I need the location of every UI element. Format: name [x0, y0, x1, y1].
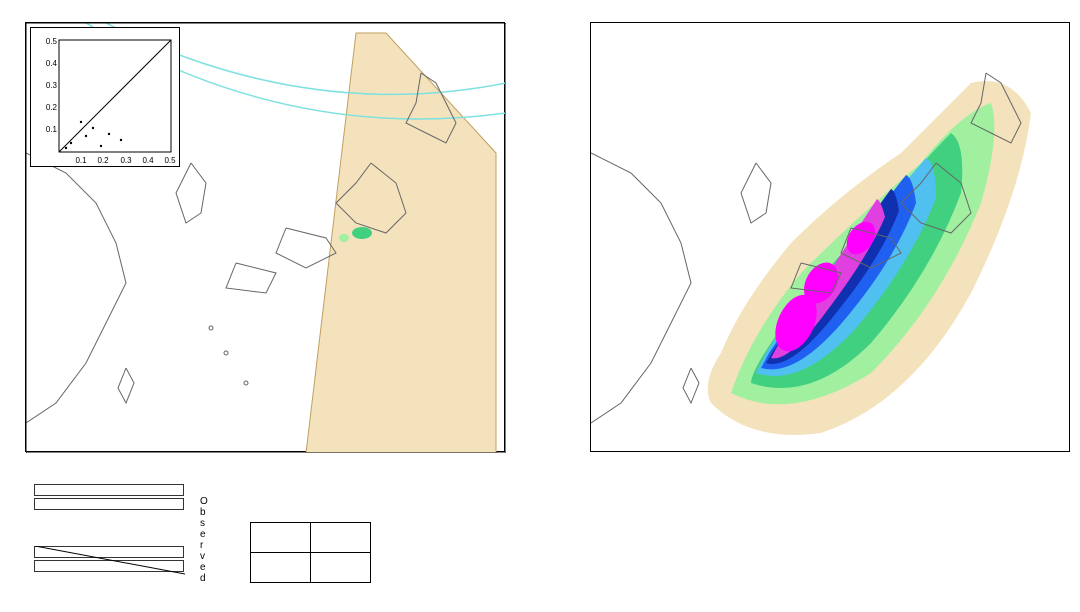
inset-scatter: 0.1 0.2 0.3 0.4 0.5 0.1 0.2 0.3 0.4 0.5 — [30, 27, 180, 167]
contingency-table — [220, 492, 371, 583]
fraction-total-bars — [12, 546, 184, 574]
svg-text:0.5: 0.5 — [46, 37, 58, 46]
svg-text:0.4: 0.4 — [142, 156, 154, 165]
right-map-panel — [590, 22, 1070, 452]
page-root: 0.1 0.2 0.3 0.4 0.5 0.1 0.2 0.3 0.4 0.5 — [0, 0, 1080, 612]
svg-text:0.2: 0.2 — [97, 156, 109, 165]
observed-label: Observed — [200, 496, 208, 584]
svg-text:0.1: 0.1 — [75, 156, 87, 165]
svg-text:0.3: 0.3 — [120, 156, 132, 165]
svg-text:0.3: 0.3 — [46, 81, 58, 90]
svg-text:0.2: 0.2 — [46, 103, 58, 112]
svg-text:0.4: 0.4 — [46, 59, 58, 68]
left-map-panel: 0.1 0.2 0.3 0.4 0.5 0.1 0.2 0.3 0.4 0.5 — [25, 22, 505, 452]
fraction-occurrence-bars — [12, 484, 184, 512]
svg-text:0.5: 0.5 — [164, 156, 176, 165]
stats-block — [418, 470, 878, 476]
right-map-svg — [591, 23, 1071, 453]
svg-text:0.1: 0.1 — [46, 125, 58, 134]
